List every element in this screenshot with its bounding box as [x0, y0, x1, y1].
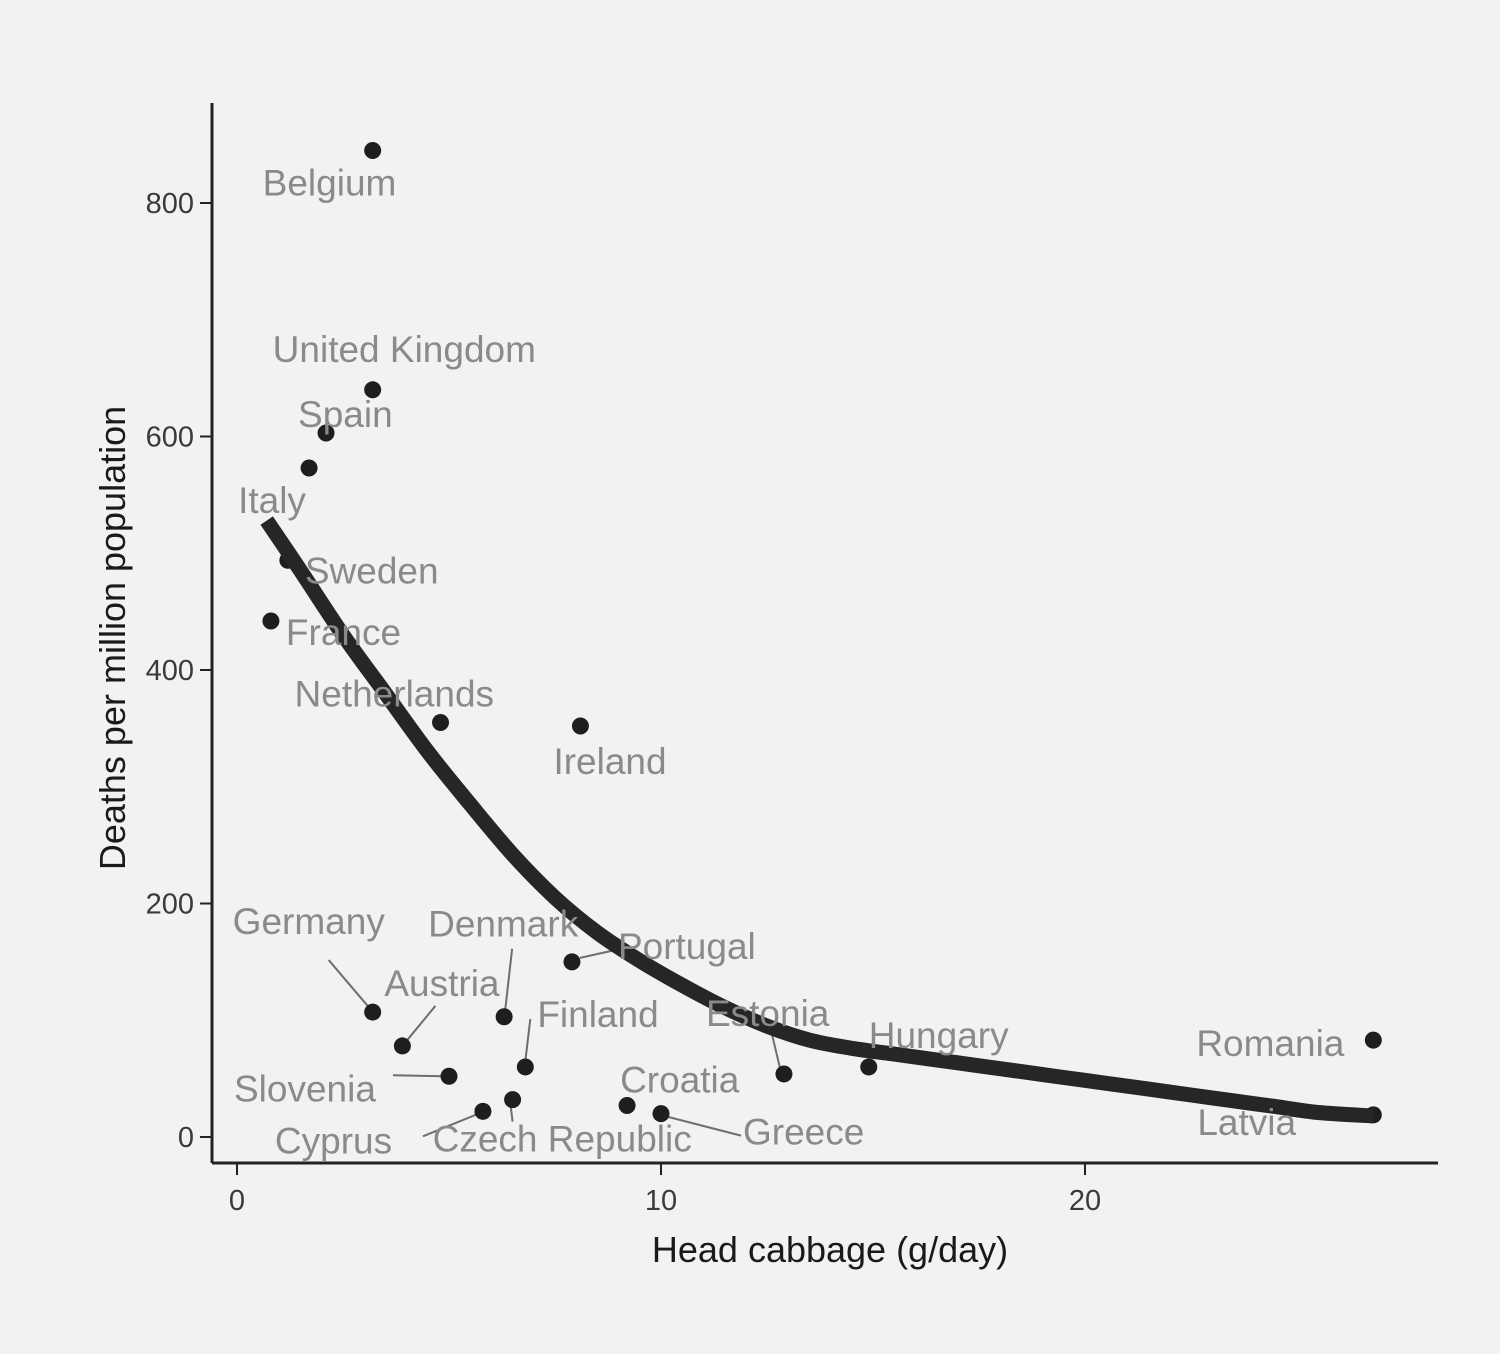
data-point: [563, 953, 581, 971]
point-label: Italy: [238, 480, 306, 521]
leader-line: [509, 1105, 514, 1122]
point-label: Sweden: [305, 550, 439, 591]
x-tick-label: 0: [229, 1185, 245, 1217]
data-point: [432, 714, 450, 732]
point-label: Germany: [233, 901, 386, 942]
leader-line: [422, 1113, 478, 1138]
leader-line: [579, 948, 617, 959]
leader-line: [327, 959, 370, 1008]
data-point: [364, 1003, 382, 1021]
point-label: Belgium: [263, 162, 397, 203]
point-label: Slovenia: [234, 1068, 376, 1109]
y-tick-label: 600: [146, 422, 194, 454]
point-label: France: [286, 612, 401, 653]
x-tick-label: 10: [645, 1185, 677, 1217]
leader-line: [392, 1074, 444, 1078]
point-label: Netherlands: [295, 674, 495, 715]
y-tick-label: 400: [146, 655, 194, 687]
leader-line: [406, 1005, 437, 1041]
point-label: Romania: [1196, 1023, 1344, 1064]
x-tick-label: 20: [1069, 1185, 1101, 1217]
leader-line: [666, 1115, 742, 1137]
y-axis: 0 200 400 600 800: [146, 188, 212, 1154]
data-point: [495, 1008, 513, 1026]
data-point: [440, 1067, 458, 1085]
data-point: [262, 612, 280, 630]
point-label: Finland: [537, 994, 658, 1035]
x-axis-title: Head cabbage (g/day): [652, 1229, 1008, 1270]
point-label: Portugal: [618, 926, 756, 967]
leader-line: [524, 1018, 532, 1062]
point-label: Austria: [384, 963, 500, 1004]
data-point: [393, 1037, 411, 1055]
data-point: [300, 459, 318, 477]
data-point: [504, 1091, 522, 1109]
x-axis: 0 10 20: [229, 1163, 1101, 1217]
data-point: [860, 1058, 878, 1076]
y-tick-label: 0: [178, 1122, 194, 1154]
trend-curve: [260, 516, 1374, 1124]
data-point: [652, 1105, 670, 1123]
point-label: Latvia: [1197, 1102, 1296, 1143]
data-point: [571, 717, 589, 735]
data-point: [364, 381, 382, 399]
point-label: United Kingdom: [273, 329, 536, 370]
point-label: Estonia: [706, 993, 830, 1034]
point-label: Cyprus: [275, 1120, 392, 1161]
data-point: [775, 1065, 793, 1083]
data-point: [516, 1058, 534, 1076]
leader-line: [504, 948, 514, 1011]
point-label: Croatia: [620, 1059, 740, 1100]
data-point: [618, 1096, 636, 1114]
y-axis-title: Deaths per million population: [92, 406, 133, 870]
data-point: [364, 141, 382, 159]
data-point: [317, 424, 335, 442]
point-label: Hungary: [869, 1015, 1009, 1056]
data-point: [1364, 1031, 1382, 1049]
data-point: [474, 1102, 492, 1120]
point-label: Czech Republic: [433, 1119, 692, 1160]
point-label: Spain: [298, 394, 393, 435]
point-label: Greece: [743, 1112, 864, 1153]
y-tick-label: 200: [146, 889, 194, 921]
point-label: Ireland: [553, 741, 666, 782]
y-tick-label: 800: [146, 188, 194, 220]
point-label: Denmark: [428, 904, 579, 945]
plot-area: Belgium United Kingdom Spain Italy Sweden Fra…: [233, 141, 1382, 1161]
